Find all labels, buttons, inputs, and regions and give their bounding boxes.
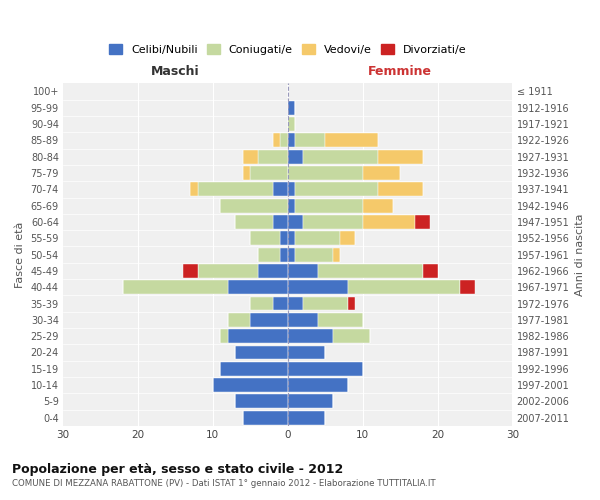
Bar xyxy=(288,410,325,424)
Bar xyxy=(288,215,303,229)
Bar xyxy=(288,362,362,376)
Bar xyxy=(303,215,362,229)
Bar xyxy=(243,166,250,180)
Bar xyxy=(288,280,347,294)
Bar xyxy=(288,329,332,343)
Bar xyxy=(460,280,475,294)
Bar xyxy=(250,313,288,327)
Text: Maschi: Maschi xyxy=(151,66,200,78)
Bar xyxy=(295,248,332,262)
Bar xyxy=(220,329,228,343)
Bar xyxy=(288,232,295,245)
Bar xyxy=(258,264,288,278)
Bar xyxy=(362,166,400,180)
Bar xyxy=(422,264,437,278)
Bar xyxy=(280,134,288,147)
Bar xyxy=(288,248,295,262)
Bar xyxy=(288,313,318,327)
Bar xyxy=(362,198,392,212)
Bar xyxy=(288,346,325,360)
Bar xyxy=(377,182,422,196)
Bar xyxy=(228,329,288,343)
Bar xyxy=(243,150,258,164)
Bar xyxy=(288,117,295,131)
Bar xyxy=(228,313,250,327)
Bar xyxy=(198,182,273,196)
Text: Femmine: Femmine xyxy=(368,66,432,78)
Bar xyxy=(288,264,318,278)
Legend: Celibi/Nubili, Coniugati/e, Vedovi/e, Divorziati/e: Celibi/Nubili, Coniugati/e, Vedovi/e, Di… xyxy=(106,41,470,58)
Bar xyxy=(347,280,460,294)
Bar xyxy=(303,296,347,310)
Bar xyxy=(288,134,295,147)
Bar xyxy=(288,394,332,408)
Bar xyxy=(362,215,415,229)
Bar xyxy=(123,280,228,294)
Bar xyxy=(220,362,288,376)
Bar xyxy=(190,182,198,196)
Bar xyxy=(235,394,288,408)
Bar xyxy=(288,166,362,180)
Bar xyxy=(273,215,288,229)
Bar xyxy=(377,150,422,164)
Bar xyxy=(183,264,198,278)
Bar xyxy=(228,280,288,294)
Bar xyxy=(332,248,340,262)
Bar xyxy=(288,101,295,114)
Bar xyxy=(340,232,355,245)
Bar xyxy=(295,198,362,212)
Bar xyxy=(295,134,325,147)
Bar xyxy=(280,232,288,245)
Bar xyxy=(318,313,362,327)
Bar xyxy=(415,215,430,229)
Bar xyxy=(347,296,355,310)
Bar xyxy=(250,166,288,180)
Bar xyxy=(273,134,280,147)
Bar xyxy=(288,182,295,196)
Bar xyxy=(273,296,288,310)
Y-axis label: Fasce di età: Fasce di età xyxy=(15,222,25,288)
Y-axis label: Anni di nascita: Anni di nascita xyxy=(575,214,585,296)
Bar xyxy=(258,248,280,262)
Bar xyxy=(235,215,273,229)
Bar xyxy=(235,346,288,360)
Bar xyxy=(295,182,377,196)
Bar xyxy=(273,182,288,196)
Bar xyxy=(250,232,280,245)
Bar xyxy=(288,198,295,212)
Text: COMUNE DI MEZZANA RABATTONE (PV) - Dati ISTAT 1° gennaio 2012 - Elaborazione TUT: COMUNE DI MEZZANA RABATTONE (PV) - Dati … xyxy=(12,479,436,488)
Text: Popolazione per età, sesso e stato civile - 2012: Popolazione per età, sesso e stato civil… xyxy=(12,462,343,475)
Bar xyxy=(325,134,377,147)
Bar xyxy=(288,378,347,392)
Bar xyxy=(295,232,340,245)
Bar xyxy=(250,296,273,310)
Bar xyxy=(243,410,288,424)
Bar xyxy=(213,378,288,392)
Bar xyxy=(198,264,258,278)
Bar xyxy=(332,329,370,343)
Bar xyxy=(280,248,288,262)
Bar xyxy=(288,150,303,164)
Bar xyxy=(288,296,303,310)
Bar xyxy=(258,150,288,164)
Bar xyxy=(220,198,288,212)
Bar xyxy=(303,150,377,164)
Bar xyxy=(318,264,422,278)
